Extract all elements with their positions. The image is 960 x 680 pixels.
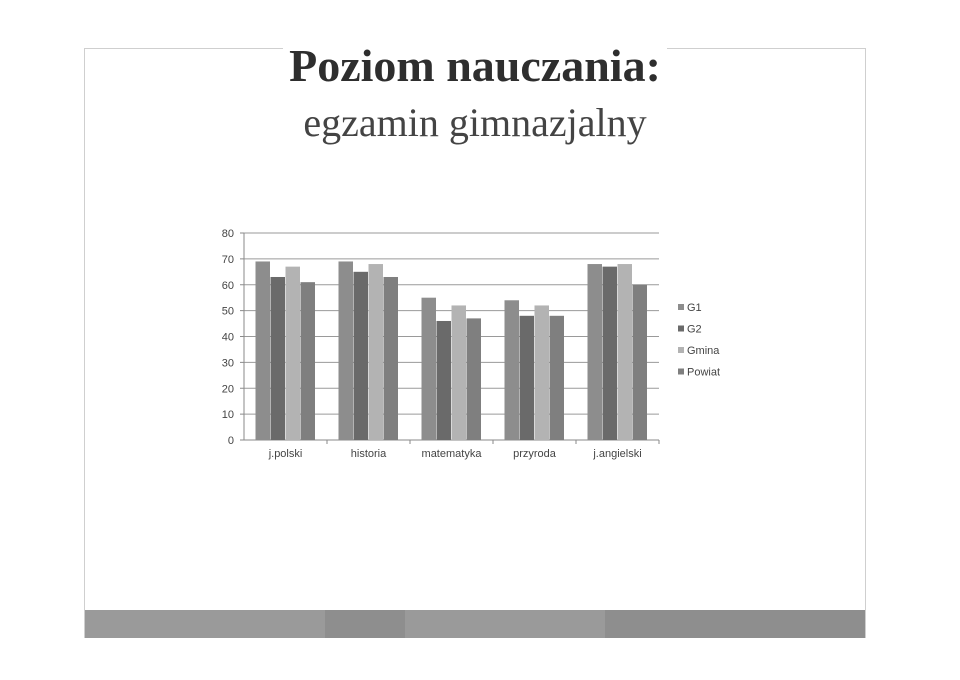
bar-g2-4 bbox=[602, 266, 617, 440]
legend-label-powiat: Powiat bbox=[687, 367, 720, 379]
bar-g1-2 bbox=[421, 297, 436, 440]
legend-swatch-gmina bbox=[678, 347, 684, 353]
y-axis-ticks: 0 10 20 30 40 50 60 70 80 bbox=[222, 228, 244, 447]
legend-label-gmina: Gmina bbox=[687, 345, 720, 357]
bar-gmina-1 bbox=[368, 264, 383, 440]
slide-subtitle: egzamin gimnazjalny bbox=[303, 100, 647, 145]
bar-powiat-0 bbox=[300, 282, 315, 440]
bar-g2-1 bbox=[353, 271, 368, 440]
legend-label-g1: G1 bbox=[687, 302, 702, 314]
y-tick-label: 30 bbox=[222, 357, 234, 369]
bar-g1-0 bbox=[255, 261, 270, 440]
y-tick-label: 80 bbox=[222, 228, 234, 240]
legend-swatch-g2 bbox=[678, 325, 684, 332]
bar-g1-1 bbox=[338, 261, 353, 440]
y-tick-label: 60 bbox=[222, 280, 234, 292]
slide: Poziom nauczania: egzamin gimnazjalny 0 1… bbox=[84, 40, 866, 638]
bar-g2-2 bbox=[436, 320, 451, 440]
footer-bar bbox=[85, 610, 865, 638]
footer-bar-segment bbox=[85, 610, 325, 638]
y-tick-label: 10 bbox=[222, 409, 234, 421]
bar-chart: 0 10 20 30 40 50 60 70 80 j.polski historia matema… bbox=[222, 228, 721, 460]
y-tick-label: 50 bbox=[222, 306, 234, 318]
x-tick-label: j.polski bbox=[268, 448, 303, 460]
legend-swatch-powiat bbox=[678, 368, 684, 375]
bar-gmina-0 bbox=[285, 266, 300, 440]
bar-powiat-3 bbox=[549, 315, 564, 440]
slide-title: Poziom nauczania: bbox=[85, 39, 865, 92]
bar-gmina-2 bbox=[451, 305, 466, 440]
chart-bars bbox=[255, 261, 647, 440]
bar-g1-3 bbox=[504, 300, 519, 440]
x-tick-label: matematyka bbox=[422, 448, 483, 460]
x-axis-ticks: j.polski historia matematyka przyroda j.angi… bbox=[268, 440, 660, 460]
chart-legend: G1 G2 Gmina Powiat bbox=[678, 302, 720, 379]
x-tick-label: historia bbox=[351, 448, 387, 460]
bar-powiat-2 bbox=[466, 318, 481, 440]
y-tick-label: 20 bbox=[222, 383, 234, 395]
y-tick-label: 0 bbox=[228, 435, 234, 447]
bar-g2-3 bbox=[519, 315, 534, 440]
bar-gmina-3 bbox=[534, 305, 549, 440]
bar-gmina-4 bbox=[617, 264, 632, 440]
bar-powiat-1 bbox=[383, 276, 398, 440]
bar-powiat-4 bbox=[632, 284, 647, 440]
x-tick-label: przyroda bbox=[513, 448, 557, 460]
x-tick-label: j.angielski bbox=[592, 448, 641, 460]
bar-g2-0 bbox=[270, 276, 285, 440]
footer-bar-segment bbox=[405, 610, 605, 638]
y-tick-label: 70 bbox=[222, 254, 234, 266]
bar-g1-4 bbox=[587, 264, 602, 440]
legend-label-g2: G2 bbox=[687, 324, 702, 336]
slide-title-text: Poziom nauczania: bbox=[283, 40, 667, 91]
legend-swatch-g1 bbox=[678, 304, 684, 310]
y-tick-label: 40 bbox=[222, 332, 234, 344]
